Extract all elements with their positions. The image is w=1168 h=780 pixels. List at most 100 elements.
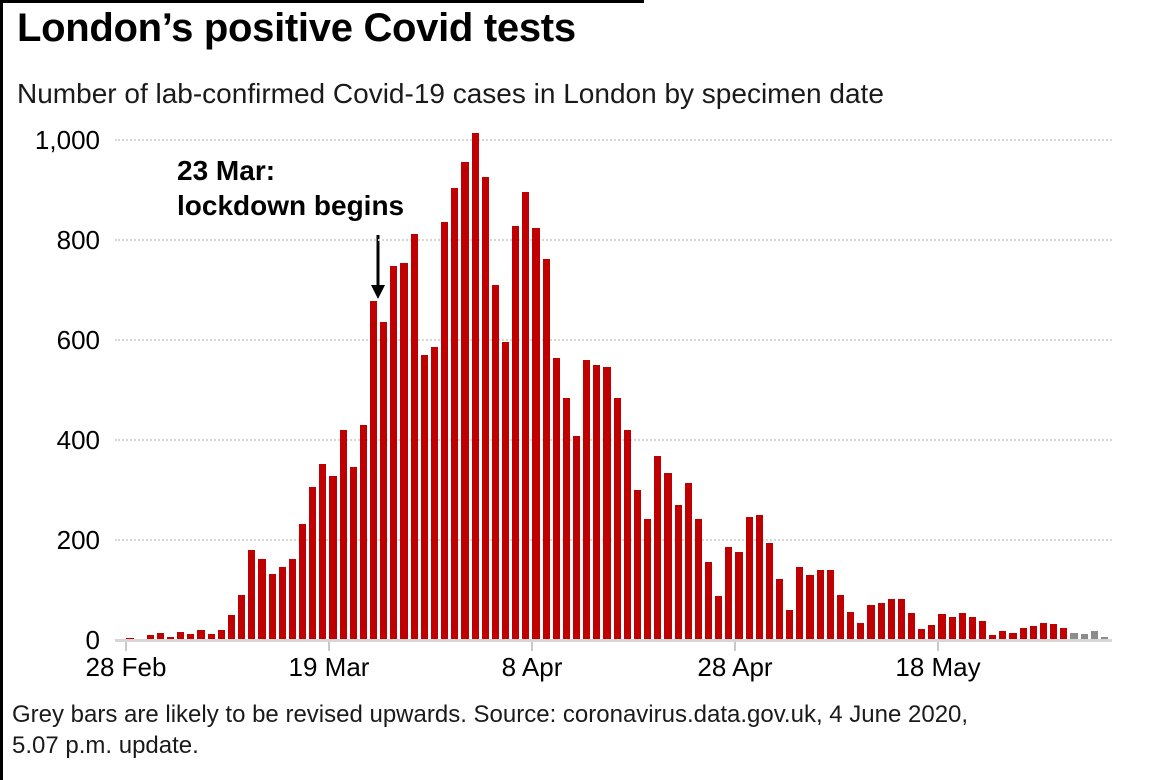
bar-6-Apr xyxy=(512,225,520,640)
x-axis-tick-28-Feb xyxy=(125,642,127,651)
bar-3-May xyxy=(786,610,794,640)
bar-10-May xyxy=(857,623,865,640)
bar-5-Mar xyxy=(187,633,195,640)
bar-9-Mar xyxy=(227,615,236,640)
bar-14-Apr xyxy=(593,365,601,640)
bar-24-May xyxy=(999,630,1007,640)
bar-24-Apr xyxy=(694,518,702,640)
bar-22-Apr xyxy=(674,505,682,640)
bar-25-Apr xyxy=(704,561,713,640)
bar-7-Mar xyxy=(207,633,215,640)
lockdown-annotation-line1: 23 Mar: xyxy=(177,155,276,186)
gridline-1,000 xyxy=(115,139,1112,141)
lockdown-annotation: 23 Mar: lockdown begins xyxy=(177,153,404,223)
bar-17-May xyxy=(928,624,936,640)
bar-1-Jun xyxy=(1080,633,1088,640)
x-axis-line xyxy=(115,639,1112,642)
bar-24-Mar xyxy=(380,321,388,640)
x-axis-tick-8-Apr xyxy=(531,642,533,651)
bar-20-Mar xyxy=(339,429,347,640)
bar-9-Apr xyxy=(542,259,550,640)
bar-1-Apr xyxy=(461,161,469,640)
bar-27-Mar xyxy=(410,234,418,640)
bar-5-Apr xyxy=(501,341,510,640)
bar-12-Apr xyxy=(573,435,581,640)
bar-19-Mar xyxy=(329,475,337,640)
bar-20-May xyxy=(958,612,966,640)
y-axis-label-200: 200 xyxy=(56,525,100,555)
y-axis-label-600: 600 xyxy=(56,325,100,355)
x-axis-tick-18-May xyxy=(937,642,939,651)
bar-21-Apr xyxy=(664,472,672,640)
bar-21-Mar xyxy=(349,466,357,640)
bar-26-May xyxy=(1019,628,1027,640)
bar-17-Mar xyxy=(309,486,317,640)
bar-6-May xyxy=(816,569,824,640)
bar-30-Apr xyxy=(755,514,763,640)
gridline-200 xyxy=(115,539,1112,541)
bar-26-Apr xyxy=(715,595,723,640)
bar-12-Mar xyxy=(258,559,266,640)
bar-23-May xyxy=(989,635,997,640)
chart-title: London’s positive Covid tests xyxy=(17,6,576,50)
bar-27-May xyxy=(1029,626,1037,640)
bar-12-May xyxy=(877,602,885,640)
y-axis-label-400: 400 xyxy=(56,425,100,455)
bar-22-Mar xyxy=(359,424,368,640)
bar-2-May xyxy=(776,578,784,640)
source-note-line1: Grey bars are likely to be revised upwar… xyxy=(12,701,969,728)
bar-16-Mar xyxy=(298,524,307,640)
gridline-600 xyxy=(115,339,1112,341)
bar-6-Mar xyxy=(197,629,205,640)
bar-31-May xyxy=(1070,632,1078,640)
bar-15-May xyxy=(907,612,916,640)
bar-2-Mar xyxy=(156,633,165,640)
bar-28-Mar xyxy=(420,354,428,640)
bar-29-May xyxy=(1050,624,1058,640)
bar-30-May xyxy=(1060,628,1068,640)
x-axis-label-28-Apr: 28 Apr xyxy=(697,652,773,682)
bar-15-Mar xyxy=(288,559,296,640)
bar-3-Apr xyxy=(481,176,489,640)
bar-31-Mar xyxy=(451,187,459,640)
bar-21-May xyxy=(968,616,977,640)
annotation-arrow-icon xyxy=(371,235,385,299)
bar-4-Apr xyxy=(491,284,499,640)
bar-18-May xyxy=(938,614,946,640)
bar-18-Apr xyxy=(633,489,642,640)
bar-1-May xyxy=(765,542,774,640)
bar-19-May xyxy=(948,616,956,640)
bar-4-Mar xyxy=(177,631,185,640)
gridline-400 xyxy=(115,439,1112,441)
y-axis-label-1,000: 1,000 xyxy=(34,125,100,155)
bar-27-Apr xyxy=(725,546,733,640)
x-axis-label-18-May: 18 May xyxy=(895,652,981,682)
bar-14-Mar xyxy=(278,566,286,640)
bar-2-Apr xyxy=(471,132,479,640)
x-axis-label-28-Feb: 28 Feb xyxy=(85,652,167,682)
x-axis-label-8-Apr: 8 Apr xyxy=(501,652,563,682)
bar-18-Mar xyxy=(319,464,327,640)
bar-14-May xyxy=(897,599,905,640)
bar-7-Apr xyxy=(522,191,530,640)
bar-11-May xyxy=(867,605,875,640)
bar-1-Mar xyxy=(146,635,154,640)
bar-16-May xyxy=(918,628,926,640)
lockdown-annotation-line2: lockdown begins xyxy=(177,190,405,221)
bar-20-Apr xyxy=(654,455,662,640)
bar-8-Mar xyxy=(217,629,225,640)
bar-19-Apr xyxy=(644,519,652,640)
bar-30-Mar xyxy=(441,221,449,640)
bar-8-May xyxy=(836,594,845,640)
bar-7-May xyxy=(826,570,834,640)
bar-9-May xyxy=(847,611,855,640)
chart-subtitle: Number of lab-confirmed Covid-19 cases i… xyxy=(17,78,884,109)
bar-16-Apr xyxy=(613,398,621,640)
bar-3-Jun xyxy=(1100,636,1108,640)
bar-8-Apr xyxy=(532,227,540,640)
bar-28-May xyxy=(1039,623,1048,640)
y-axis-label-0: 0 xyxy=(85,625,100,655)
bar-23-Apr xyxy=(684,483,692,640)
bar-29-Apr xyxy=(745,516,753,640)
